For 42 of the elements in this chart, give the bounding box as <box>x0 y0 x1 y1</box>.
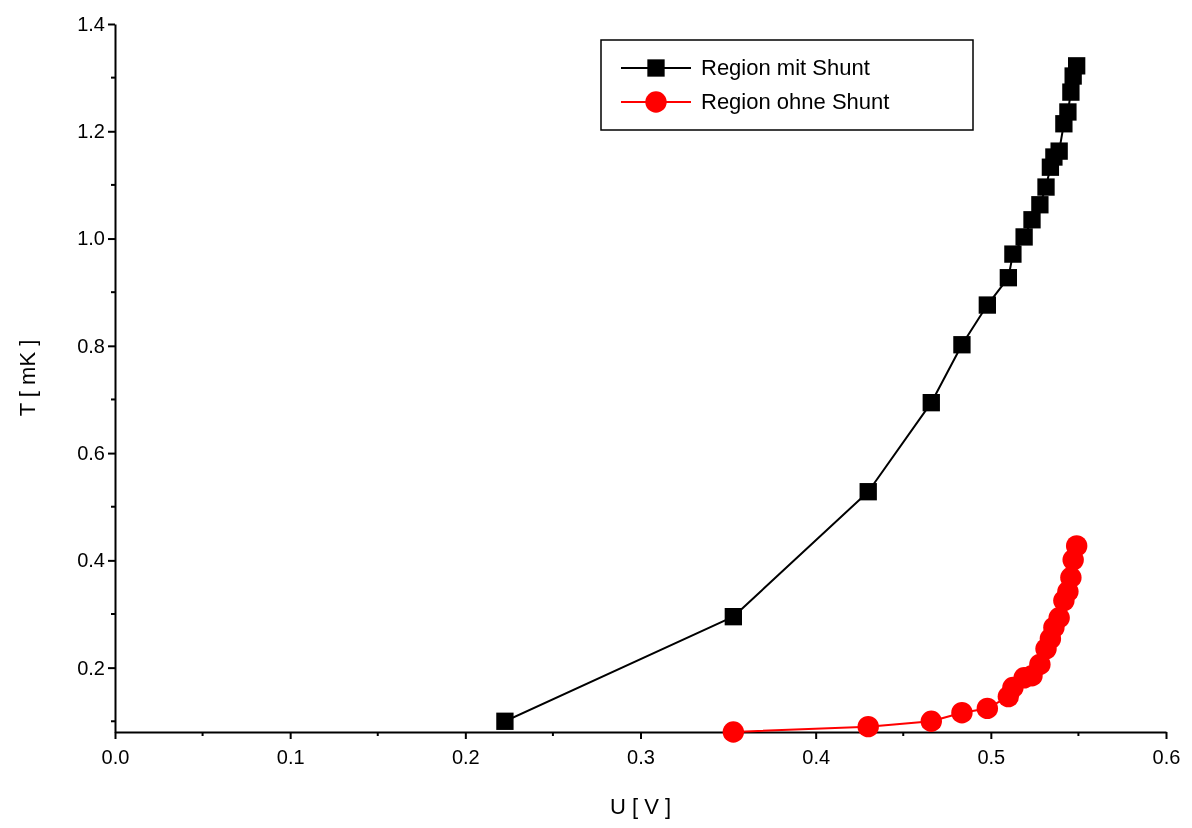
point <box>1037 178 1055 196</box>
y-tick-label: 1.4 <box>77 12 105 35</box>
point <box>857 715 879 738</box>
point <box>724 608 742 626</box>
point <box>920 710 942 732</box>
x-tick-label: 0.0 <box>101 746 130 768</box>
point <box>999 269 1018 287</box>
x-tick-label: 0.1 <box>276 746 305 768</box>
x-tick-label: 0.3 <box>627 746 655 768</box>
y-tick-label: 0.8 <box>77 334 105 357</box>
point <box>976 697 999 720</box>
point <box>1031 196 1049 214</box>
x-axis-title: U [ V ] <box>609 794 672 819</box>
x-tick-label: 0.6 <box>1152 746 1181 768</box>
y-tick-label: 1.0 <box>77 227 105 250</box>
x-tick-label: 0.4 <box>802 746 831 768</box>
point <box>1065 535 1088 557</box>
x-tick-label: 0.2 <box>451 746 480 768</box>
point <box>1068 57 1086 75</box>
legend-label: Region ohne Shunt <box>701 89 890 114</box>
point <box>1004 245 1022 263</box>
y-tick-label: 1.2 <box>77 120 105 143</box>
point <box>953 336 971 354</box>
y-axis-title: T [ mK ] <box>15 339 40 417</box>
point <box>859 483 877 501</box>
point <box>1062 83 1080 101</box>
point <box>1048 607 1070 629</box>
point <box>496 712 514 730</box>
y-tick-label: 0.4 <box>77 549 105 572</box>
point <box>1060 566 1082 589</box>
point <box>1015 228 1033 246</box>
point <box>1059 103 1077 121</box>
point <box>1023 211 1041 229</box>
point <box>978 296 996 314</box>
point <box>1050 142 1068 160</box>
point <box>951 702 973 724</box>
y-tick-label: 0.6 <box>77 441 105 464</box>
y-tick-label: 0.2 <box>77 656 105 679</box>
legend-label: Region mit Shunt <box>701 55 870 80</box>
point <box>922 394 940 412</box>
x-tick-label: 0.5 <box>977 746 1006 768</box>
point <box>722 721 745 743</box>
